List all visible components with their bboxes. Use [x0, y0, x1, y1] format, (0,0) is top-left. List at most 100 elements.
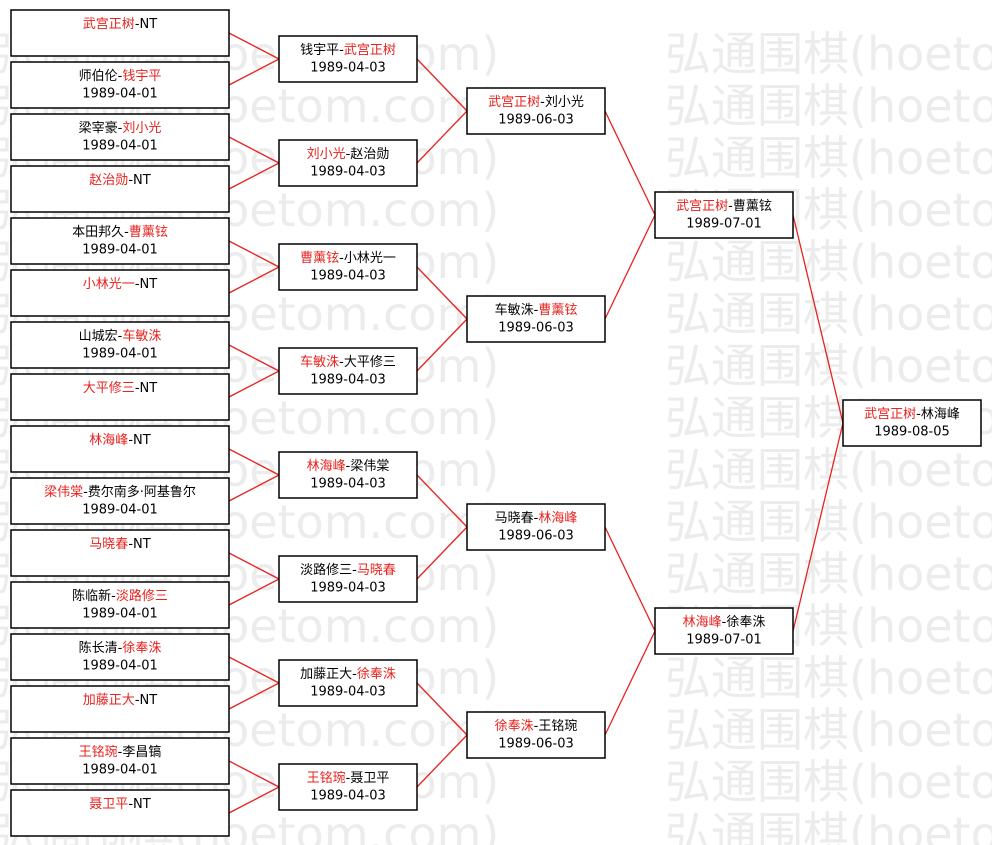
- player-name: 陈临新: [72, 588, 111, 604]
- watermark: 弘通围棋(hoetom.com): [665, 703, 992, 757]
- winner-name: 林海峰: [89, 433, 128, 448]
- winner-name: 刘小光: [122, 121, 161, 136]
- winner-name: 车敏洙: [122, 328, 161, 344]
- player-name: 赵治勋: [350, 147, 389, 162]
- connector: [604, 630, 656, 736]
- winner-name: 武宫正树: [83, 17, 135, 32]
- separator: -: [128, 173, 133, 188]
- player-name: 梁伟棠: [350, 459, 389, 474]
- connector: [228, 786, 280, 814]
- winner-name: 王铭琬: [307, 770, 346, 786]
- player-name: 钱宇平: [300, 43, 339, 58]
- player-name: 大平修三: [344, 355, 396, 370]
- match-box: [278, 659, 418, 707]
- watermark: 弘通围棋(hoetom.com): [665, 131, 992, 185]
- player-name: 王铭琬: [538, 718, 577, 734]
- match-box: [278, 555, 418, 603]
- match-players: 王铭琬-李昌镐: [79, 744, 162, 760]
- connector: [228, 58, 280, 86]
- connector: [416, 526, 468, 580]
- match-players: 马晓春-NT: [89, 537, 150, 552]
- player-name: 加藤正大: [300, 667, 352, 682]
- match-box: [654, 607, 794, 655]
- match-players: 师伯伦-钱宇平: [79, 69, 162, 84]
- separator: -: [128, 537, 133, 552]
- player-name: 曹薰铉: [733, 198, 772, 214]
- match-players: 武宫正树-刘小光: [488, 95, 584, 110]
- match-box: [10, 165, 230, 213]
- connector: [792, 422, 844, 632]
- separator: -: [534, 303, 539, 318]
- match-box: [10, 217, 230, 265]
- separator: -: [916, 407, 921, 422]
- winner-name: 小林光一: [83, 277, 135, 292]
- match-players: 曹薰铉-小林光一: [300, 250, 396, 266]
- winner-name: 马晓春: [89, 537, 128, 552]
- separator: -: [135, 693, 140, 708]
- winner-name: 车敏洙: [300, 354, 339, 370]
- connector: [416, 266, 468, 320]
- match-date: 1989-06-03: [498, 529, 574, 544]
- match-players: 小林光一-NT: [83, 277, 157, 292]
- player-name: 车敏洙: [495, 302, 534, 318]
- separator: -: [722, 615, 727, 630]
- match-box: [10, 789, 230, 837]
- separator: -: [111, 589, 116, 604]
- match-players: 车敏洙-曹薰铉: [495, 302, 578, 318]
- connector: [228, 760, 280, 788]
- player-name: NT: [140, 693, 158, 708]
- separator: -: [540, 95, 545, 110]
- match-date: 1989-04-03: [310, 165, 386, 180]
- match-players: 林海峰-NT: [89, 433, 150, 448]
- match-box: [10, 321, 230, 369]
- connector: [792, 214, 844, 424]
- winner-name: 曹薰铉: [538, 302, 577, 318]
- connector: [416, 110, 468, 164]
- match-players: 梁宰豪-刘小光: [79, 120, 162, 136]
- winner-name: 林海峰: [683, 615, 722, 630]
- separator: -: [118, 121, 123, 136]
- connector: [604, 110, 656, 216]
- separator: -: [118, 69, 123, 84]
- player-name: NT: [140, 17, 158, 32]
- match-box: [10, 113, 230, 161]
- match-date: 1989-06-03: [498, 321, 574, 336]
- winner-name: 钱宇平: [122, 69, 161, 84]
- match-date: 1989-04-01: [82, 243, 158, 258]
- match-box: [278, 347, 418, 395]
- match-players: 梁伟棠-费尔南多·阿基鲁尔: [44, 484, 196, 500]
- match-box: [466, 503, 606, 551]
- separator: -: [534, 511, 539, 526]
- player-name: 本田邦久: [72, 225, 124, 240]
- separator: -: [728, 199, 733, 214]
- player-name: NT: [133, 433, 151, 448]
- match-players: 武宫正树-林海峰: [864, 407, 960, 422]
- winner-name: 徐奉洙: [357, 667, 396, 682]
- winner-name: 武宫正树: [864, 407, 916, 422]
- player-name: 山城宏: [79, 329, 118, 344]
- separator: -: [118, 329, 123, 344]
- match-players: 本田邦久-曹薰铉: [72, 224, 168, 240]
- player-name: 徐奉洙: [726, 615, 765, 630]
- winner-name: 曹薰铉: [300, 250, 339, 266]
- match-players: 赵治勋-NT: [89, 173, 150, 188]
- match-date: 1989-04-03: [310, 61, 386, 76]
- match-box: [842, 399, 982, 447]
- match-players: 车敏洙-大平修三: [300, 354, 396, 370]
- player-name: 刘小光: [545, 95, 584, 110]
- player-name: 梁宰豪: [79, 120, 118, 136]
- connector: [416, 682, 468, 736]
- match-box: [10, 477, 230, 525]
- separator: -: [339, 251, 344, 266]
- separator: -: [83, 485, 88, 500]
- watermark: 弘通围棋(hoetom.com): [665, 755, 992, 809]
- watermark: 弘通围棋(hoetom.com): [665, 495, 992, 549]
- winner-name: 林海峰: [307, 459, 346, 474]
- match-box: [278, 243, 418, 291]
- match-players: 加藤正大-徐奉洙: [300, 667, 396, 682]
- separator: -: [346, 771, 351, 786]
- match-box: [466, 295, 606, 343]
- player-name: NT: [133, 173, 151, 188]
- separator: -: [352, 563, 357, 578]
- connector: [228, 370, 280, 398]
